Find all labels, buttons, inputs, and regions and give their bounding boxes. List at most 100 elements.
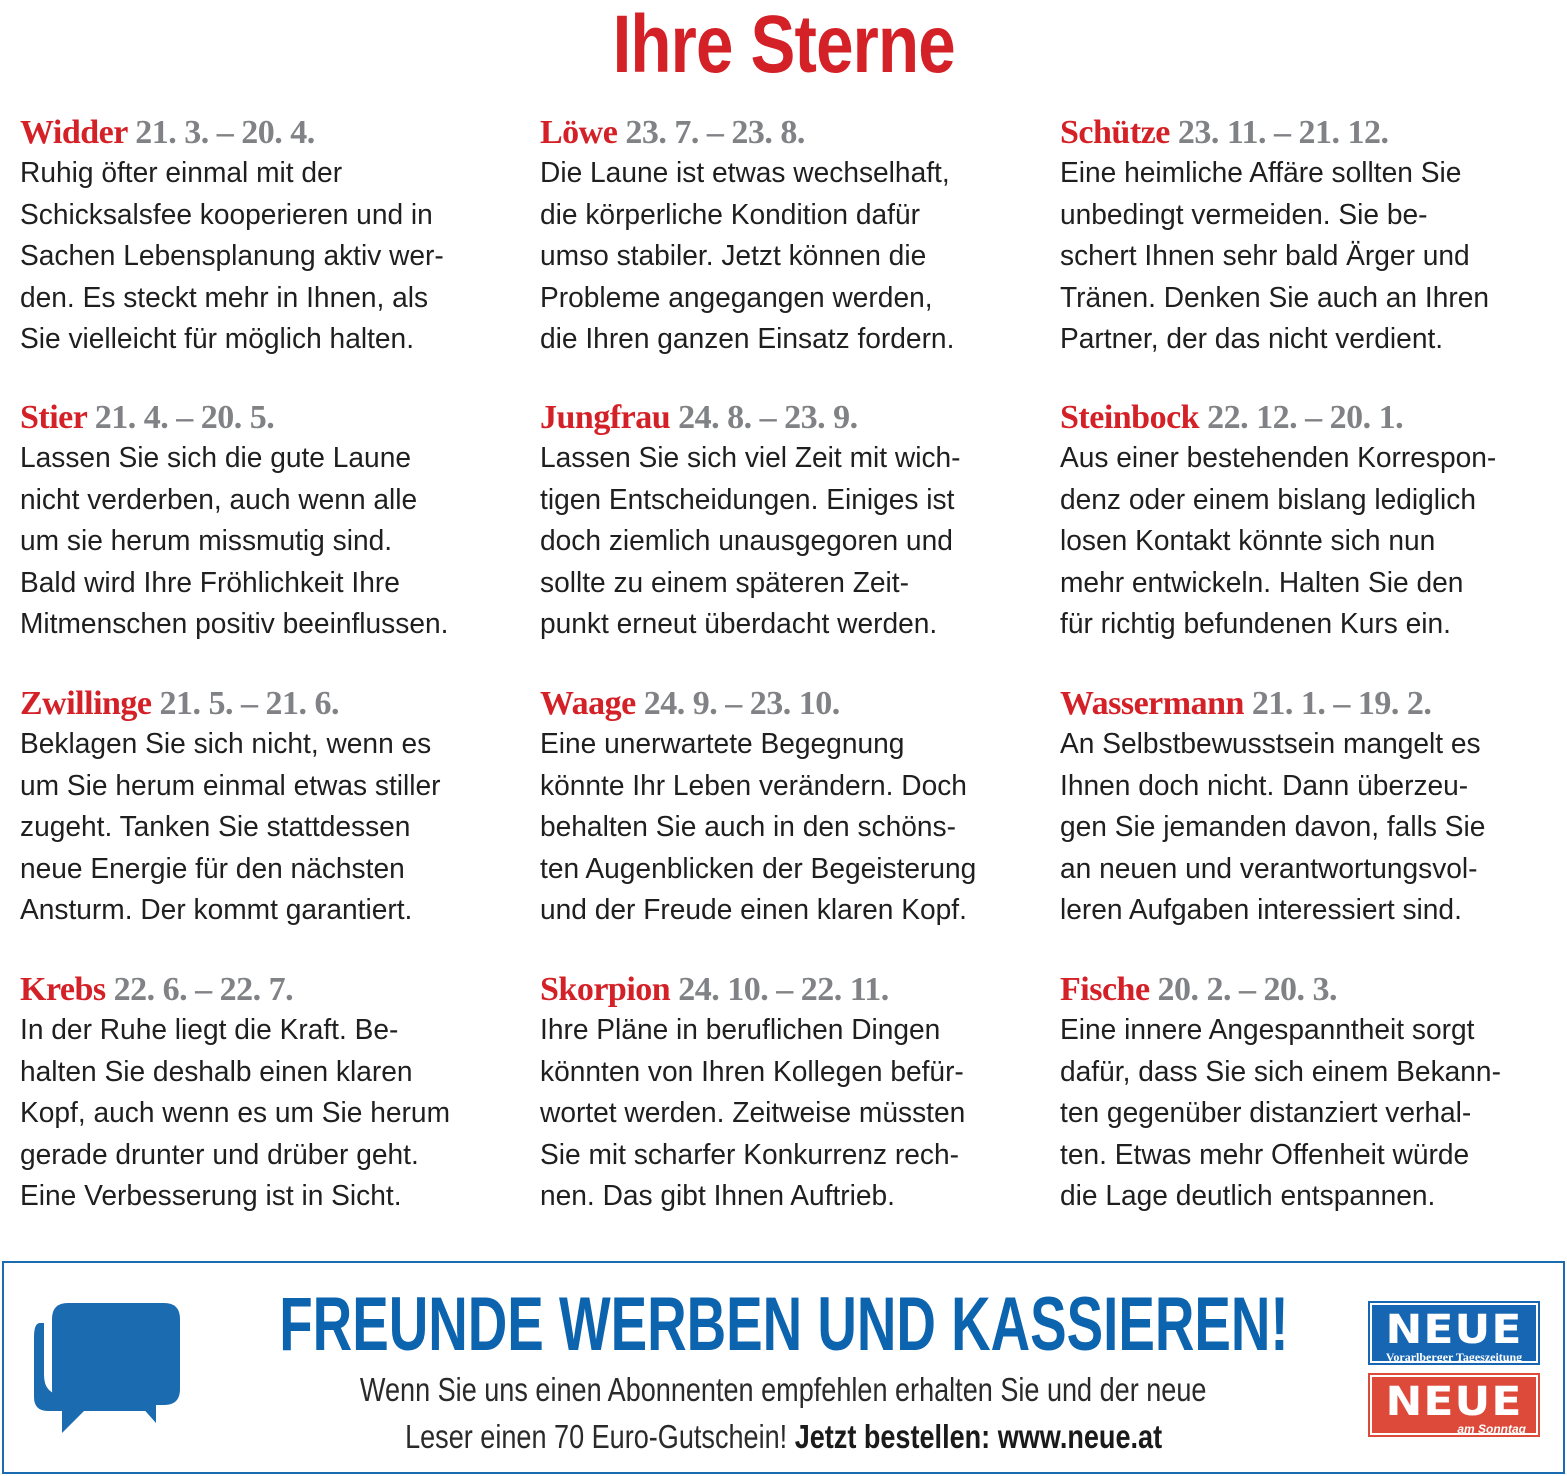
horoscope-text-line: In der Ruhe liegt die Kraft. Be- [20,1014,399,1046]
horoscope-text-line: Sachen Lebensplanung aktiv wer- [20,240,444,272]
sign-dates: 21. 5. – 21. 6. [159,685,340,722]
horoscope-text-line: um Sie herum einmal etwas stiller [20,769,441,802]
sign-name: Stier [20,399,87,436]
horoscope-text-line: umso stabiler. Jetzt können die [540,240,927,272]
sign-name: Krebs [20,971,106,1008]
horoscope-text-line: Partner, der das nicht verdient. [1060,323,1444,355]
sign-dates: 23. 11. – 21. 12. [1177,114,1389,151]
horoscope-text-line: dafür, dass Sie sich einem Bekann- [1060,1055,1501,1088]
horoscope-text-line: Sie mit scharfer Konkurrenz rech- [540,1138,959,1171]
horoscope-text-line: Beklagen Sie sich nicht, wenn es [20,728,432,760]
horoscope-text-line: Ihnen doch nicht. Dann überzeu- [1060,769,1469,802]
sign-dates: 24. 9. – 23. 10. [643,685,841,722]
horoscope-text-line: ten gegenüber distanziert verhal- [1060,1097,1472,1129]
sign-jungfrau: Jungfrau 24. 8. – 23. 9. Lassen Sie sich … [540,398,1045,646]
horoscope-text-line: An Selbstbewusstsein mangelt es [1060,728,1481,760]
sign-dates: 21. 1. – 19. 2. [1251,685,1432,722]
horoscope-text-line: den. Es steckt mehr in Ihnen, als [20,281,429,314]
sign-wassermann: Wassermann 21. 1. – 19. 2. An Selbstbewus… [1060,684,1565,932]
horoscope-text-line: denz oder einem bislang lediglich [1060,483,1476,516]
sign-heading: Wassermann 21. 1. – 19. 2. [1060,684,1565,724]
sign-heading: Löwe 23. 7. – 23. 8. [540,113,1045,153]
sign-schütze: Schütze 23. 11. – 21. 12. Eine heimliche … [1060,113,1565,361]
speech-bubbles-icon [34,1303,180,1433]
sign-name: Wassermann [1060,685,1244,722]
sign-name: Schütze [1060,114,1170,151]
horoscope-text-line: die körperliche Kondition dafür [540,198,920,231]
horoscope-text-line: an neuen und verantwortungsvol- [1060,852,1478,885]
advertisement-box: FREUNDE WERBEN UND KASSIEREN! Wenn Sie u… [2,1261,1565,1474]
sign-dates: 24. 10. – 22. 11. [678,971,889,1008]
horoscope-text-line: mehr entwickeln. Halten Sie den [1060,566,1464,599]
sign-dates: 22. 6. – 22. 7. [113,971,294,1008]
sign-dates: 22. 12. – 20. 1. [1207,399,1404,436]
sign-heading: Steinbock 22. 12. – 20. 1. [1060,398,1565,438]
horoscope-text-line: Eine innere Angespanntheit sorgt [1060,1014,1475,1046]
horoscope-text-line: Lassen Sie sich viel Zeit mit wich- [540,442,961,474]
horoscope-text-line: Schicksalsfee kooperieren und in [20,198,433,231]
sign-heading: Stier 21. 4. – 20. 5. [20,398,525,438]
horoscope-text-line: könnten von Ihren Kollegen befür- [540,1055,964,1088]
horoscope-text-line: Tränen. Denken Sie auch an Ihren [1060,281,1489,314]
sign-dates: 23. 7. – 23. 8. [625,114,805,151]
horoscope-text-line: wortet werden. Zeitweise müssten [540,1097,966,1129]
horoscope-text-line: für richtig befundenen Kurs ein. [1060,608,1451,640]
horoscope-text-line: Eine unerwartete Begegnung [540,728,905,760]
sign-name: Skorpion [540,971,671,1008]
horoscope-text-line: doch ziemlich unausgegoren und [540,525,953,557]
horoscope-text-line: Ruhig öfter einmal mit der [20,157,343,189]
sign-skorpion: Skorpion 24. 10. – 22. 11. Ihre Pläne in … [540,970,1045,1218]
horoscope-text-line: und der Freude einen klaren Kopf. [540,894,967,926]
ad-headline: FREUNDE WERBEN UND KASSIEREN! [278,1282,1289,1367]
neue-am-sonntag-logo: NEUE am Sonntag [1368,1373,1540,1437]
sign-heading: Widder 21. 3. – 20. 4. [20,113,525,153]
horoscope-text-line: punkt erneut überdacht werden. [540,608,938,640]
sign-dates: 20. 2. – 20. 3. [1157,971,1338,1008]
horoscope-text-line: Die Laune ist etwas wechselhaft, [540,157,950,189]
sign-heading: Jungfrau 24. 8. – 23. 9. [540,398,1045,438]
neue-tageszeitung-logo: NEUE Vorarlberger Tageszeitung [1368,1301,1540,1365]
horoscope-text-line: Aus einer bestehenden Korrespon- [1060,442,1497,474]
horoscope-text-line: behalten Sie auch in den schöns- [540,811,956,843]
sign-steinbock: Steinbock 22. 12. – 20. 1. Aus einer best… [1060,398,1565,646]
sign-dates: 21. 3. – 20. 4. [135,114,315,151]
horoscope-text-line: Mitmenschen positiv beeinflussen. [20,608,449,640]
horoscope-text-line: Kopf, auch wenn es um Sie herum [20,1097,451,1129]
horoscope-text-line: gen Sie jemanden davon, falls Sie [1060,811,1486,843]
horoscope-text-line: ten Augenblicken der Begeisterung [540,852,977,885]
sign-dates: 24. 8. – 23. 9. [678,399,858,436]
sign-name: Jungfrau [540,399,671,436]
horoscope-text-line: Probleme angegangen werden, [540,281,933,314]
horoscope-text-line: losen Kontakt könnte sich nun [1060,525,1436,557]
sign-heading: Zwillinge 21. 5. – 21. 6. [20,684,525,724]
sign-name: Fische [1060,971,1150,1008]
horoscope-text-line: um sie herum missmutig sind. [20,525,393,557]
horoscope-text-line: halten Sie deshalb einen klaren [20,1055,413,1088]
horoscope-text-line: gerade drunter und drüber geht. [20,1138,419,1171]
sign-heading: Krebs 22. 6. – 22. 7. [20,970,525,1010]
horoscope-text-line: könnte Ihr Leben verändern. Doch [540,769,967,802]
horoscope-text-line: Ihre Pläne in beruflichen Dingen [540,1014,941,1046]
ad-text-line-2: Leser einen 70 Euro-Gutschein! Jetzt bes… [404,1418,1162,1455]
sign-heading: Waage 24. 9. – 23. 10. [540,684,1045,724]
horoscope-text-line: Eine Verbesserung ist in Sicht. [20,1180,402,1212]
horoscope-text-line: nen. Das gibt Ihnen Auftrieb. [540,1180,896,1212]
horoscope-text-line: schert Ihnen sehr bald Ärger und [1060,240,1470,272]
sign-dates: 21. 4. – 20. 5. [94,399,275,436]
sign-name: Steinbock [1060,399,1200,436]
ad-cta-link[interactable]: Jetzt bestellen: www.neue.at [794,1418,1162,1455]
sign-löwe: Löwe 23. 7. – 23. 8. Die Laune ist etwas … [540,113,1045,361]
horoscope-text-line: tigen Entscheidungen. Einiges ist [540,483,955,516]
page-title: Ihre Sterne [612,0,955,90]
sign-heading: Schütze 23. 11. – 21. 12. [1060,113,1565,153]
horoscope-text-line: Lassen Sie sich die gute Laune [20,442,411,474]
sign-name: Widder [20,114,128,151]
horoscope-text-line: Bald wird Ihre Fröhlichkeit Ihre [20,566,400,599]
horoscope-text-line: sollte zu einem späteren Zeit- [540,566,909,599]
horoscope-text-line: unbedingt vermeiden. Sie be- [1060,198,1428,231]
sign-heading: Fische 20. 2. – 20. 3. [1060,970,1565,1010]
horoscope-text-line: zugeht. Tanken Sie stattdessen [20,811,411,843]
horoscope-text-line: die Lage deutlich entspannen. [1060,1180,1436,1212]
sign-widder: Widder 21. 3. – 20. 4. Ruhig öfter einmal… [20,113,525,361]
horoscope-text-line: Sie vielleicht für möglich halten. [20,323,415,355]
